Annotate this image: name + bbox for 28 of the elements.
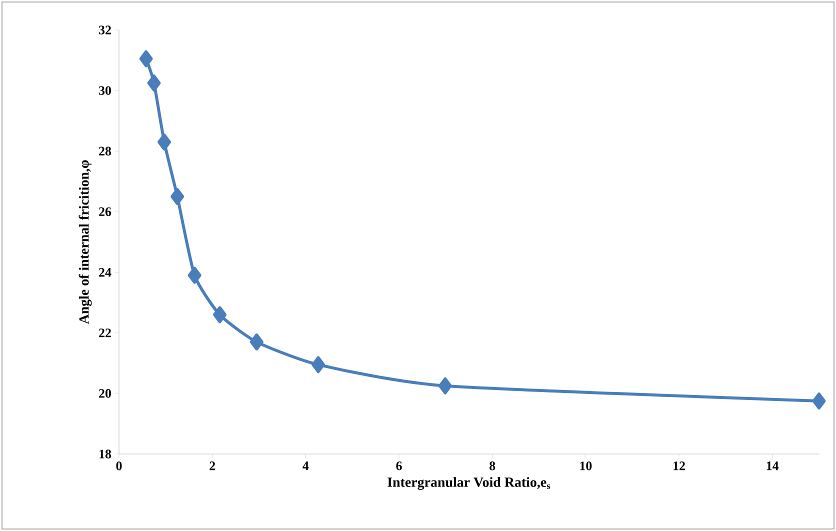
x-tick-label: 4	[302, 462, 309, 470]
point	[147, 74, 161, 92]
x-tick-label: 2	[210, 462, 216, 470]
y-axis-title: Angle of internal fricition,φ	[78, 160, 92, 324]
point	[312, 356, 326, 374]
point	[188, 266, 202, 284]
y-tick-label: 20	[99, 389, 111, 398]
x-tick-label: 6	[396, 462, 402, 470]
point	[250, 333, 264, 350]
y-tick-label: 24	[99, 268, 112, 277]
y-tick-label: 22	[99, 328, 111, 338]
point	[158, 134, 172, 151]
y-tick-label: 32	[99, 26, 111, 34]
x-tick-label: 14	[766, 462, 779, 470]
point	[812, 392, 826, 410]
point	[438, 377, 452, 394]
point	[170, 188, 184, 206]
y-tick-label: 28	[99, 146, 112, 156]
y-tick-label: 18	[100, 450, 112, 458]
y-tick-label: 30	[99, 86, 111, 95]
x-axis-title: Intergranular Void Ratio,e$_{s}$	[388, 477, 550, 490]
y-tick-label: 26	[99, 207, 112, 216]
x-tick-label: 8	[490, 462, 496, 470]
x-tick-label: 10	[580, 462, 592, 470]
x-tick-label: 12	[674, 462, 685, 470]
point	[213, 306, 227, 324]
x-tick-label: 0	[116, 462, 122, 470]
point	[139, 50, 153, 68]
